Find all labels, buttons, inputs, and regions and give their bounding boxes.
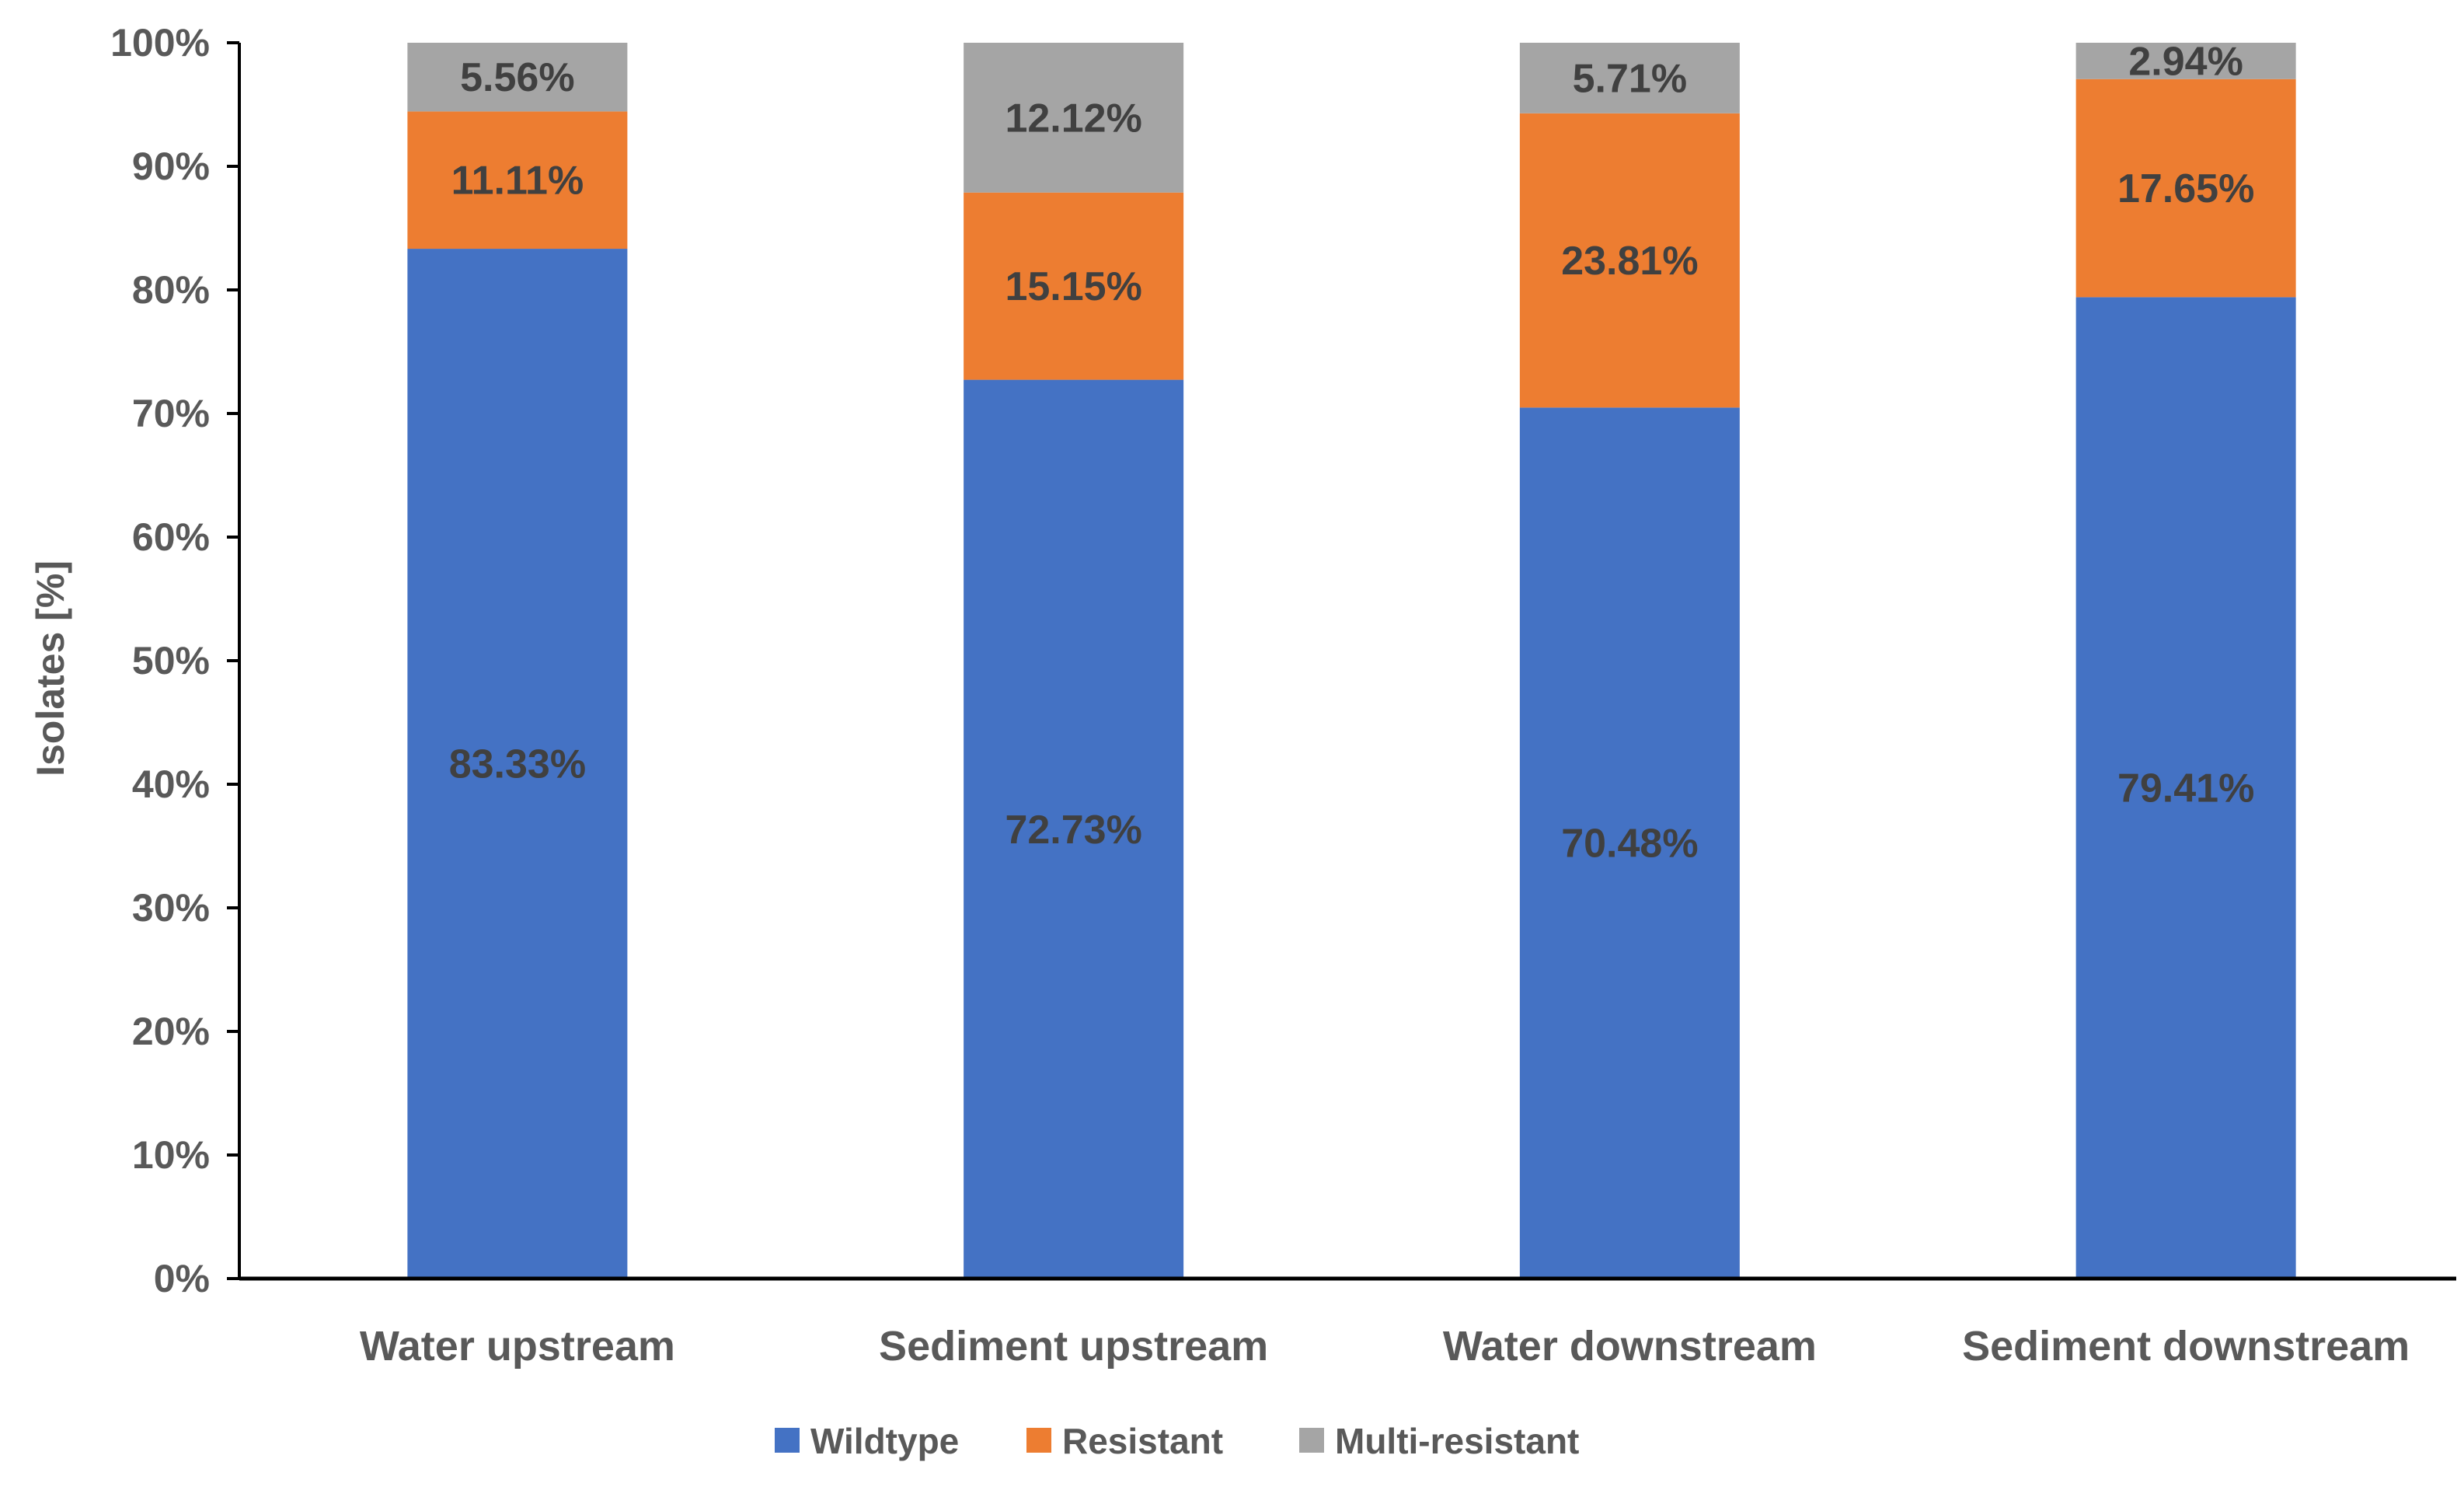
y-tick-label: 100% [110,21,210,65]
bar-segment [2075,297,2296,1279]
x-tick-label: Sediment upstream [879,1323,1268,1370]
data-label: 23.81% [1561,239,1698,284]
data-label: 11.11% [451,159,584,204]
data-label: 79.41% [2117,766,2254,811]
bar-segment [2075,79,2296,298]
legend-swatch [775,1428,800,1453]
bar-segment [964,379,1184,1279]
y-axis-ticks: 0% 10% 20% 30% 40% 50% 60% 70% 80% 90% 100% [110,21,239,1300]
legend: Wildtype Resistant Multi-resistant [775,1421,1579,1461]
y-tick-label: 20% [132,1010,210,1053]
bar-segment [964,43,1184,193]
data-label: 12.12% [1005,96,1141,141]
bar-group [407,43,2296,1279]
y-tick-label: 30% [132,886,210,930]
y-tick-label: 50% [132,639,210,682]
data-label: 5.56% [460,55,574,100]
y-tick-label: 40% [132,762,210,806]
y-tick-label: 90% [132,145,210,188]
y-tick-label: 10% [132,1133,210,1177]
data-label-group: 83.33% 11.11% 5.56% 72.73% 15.15% 12.12% 70.48… [449,39,2255,866]
y-axis-label: Isolates [%] [29,560,72,776]
y-tick-label: 0% [154,1257,210,1300]
x-tick-label: Sediment downstream [1962,1323,2410,1370]
bar-segment [1519,43,1740,113]
bar-segment [1519,113,1740,408]
data-label: 17.65% [2117,166,2254,211]
data-label: 83.33% [449,742,586,787]
y-tick-label: 80% [132,268,210,312]
legend-swatch [1026,1428,1051,1453]
x-tick-label: Water downstream [1443,1323,1817,1370]
legend-label: Wildtype [810,1421,959,1461]
y-tick-label: 60% [132,515,210,559]
data-label: 2.94% [2128,39,2243,84]
data-label: 72.73% [1005,808,1141,853]
legend-swatch [1299,1428,1324,1453]
bar-segment [964,192,1184,380]
bar-segment [2075,43,2296,79]
data-label: 15.15% [1005,264,1141,309]
bar-segment [1519,407,1740,1279]
y-tick-label: 70% [132,392,210,435]
bar-segment [407,111,628,249]
data-label: 70.48% [1561,822,1698,867]
bar-segment [407,249,628,1279]
x-axis-ticks: Water upstream Sediment upstream Water dow… [360,1323,2410,1370]
bar-segment [407,43,628,112]
legend-label: Multi-resistant [1335,1421,1579,1461]
legend-label: Resistant [1062,1421,1223,1461]
x-tick-label: Water upstream [360,1323,675,1370]
data-label: 5.71% [1573,56,1687,101]
